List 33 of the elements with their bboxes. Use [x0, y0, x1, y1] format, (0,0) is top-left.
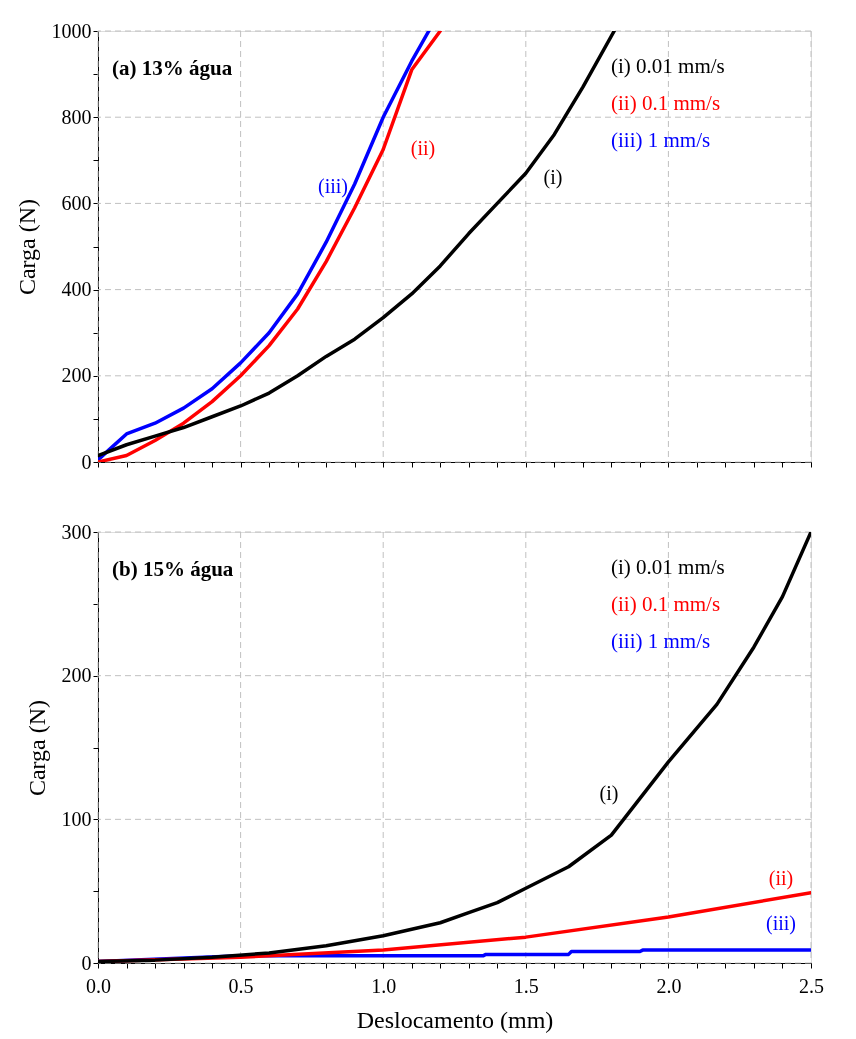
- text: (ii) 0.1 mm/s: [611, 91, 721, 115]
- x-tick-label: 0.5: [228, 974, 254, 997]
- text: (b) 15% água: [112, 557, 234, 581]
- y-tick-label: 400: [61, 278, 92, 301]
- x-tick-label: 0.0: [86, 974, 111, 997]
- y-axis-title: Carga (N): [13, 198, 40, 296]
- annotation: (ii): [410, 137, 436, 160]
- text: (iii) 1 mm/s: [611, 128, 711, 152]
- y-axis-title: Carga (N): [23, 699, 50, 797]
- x-tick-label: 2.0: [656, 974, 682, 997]
- y-tick-label: 800: [61, 105, 92, 128]
- text: (ii) 0.1 mm/s: [611, 592, 721, 616]
- y-tick-label: 200: [61, 364, 92, 387]
- y-tick-label: 100: [61, 807, 92, 830]
- y-tick-label: 600: [61, 191, 92, 214]
- annotation: (iii): [318, 175, 348, 198]
- series-label: (i) 0.01 mm/s: [611, 54, 725, 78]
- annotation: (iii): [766, 912, 796, 935]
- y-tick-label: 1000: [51, 19, 92, 42]
- y-tick-label: 200: [61, 664, 92, 687]
- y-tick-label: 0: [81, 450, 92, 473]
- text: (a) 13% água: [112, 56, 233, 80]
- y-tick-label: 300: [61, 520, 92, 543]
- text: (i) 0.01 mm/s: [611, 555, 725, 579]
- x-tick-label: 1.5: [513, 974, 539, 997]
- x-tick-label: 2.5: [799, 974, 824, 997]
- annotation: (i): [543, 166, 563, 189]
- annotation: (ii): [768, 867, 794, 890]
- x-axis-title: Deslocamento (mm): [356, 1006, 554, 1033]
- y-tick-label: 0: [81, 951, 92, 974]
- x-tick-label: 1.0: [371, 974, 397, 997]
- annotation: (i): [599, 782, 619, 805]
- text: (iii) 1 mm/s: [611, 629, 711, 653]
